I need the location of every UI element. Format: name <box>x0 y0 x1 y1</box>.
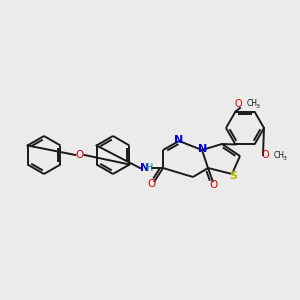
Text: N: N <box>174 135 184 145</box>
Text: O: O <box>234 99 242 109</box>
Text: 3: 3 <box>256 103 260 109</box>
Text: H: H <box>146 163 154 173</box>
Text: N: N <box>198 144 208 154</box>
Text: N: N <box>140 163 150 173</box>
Text: O: O <box>76 150 84 160</box>
Text: CH: CH <box>247 100 258 109</box>
Text: 3: 3 <box>283 155 287 160</box>
Text: O: O <box>148 179 156 189</box>
Text: O: O <box>261 150 269 160</box>
Text: S: S <box>229 171 237 181</box>
Text: O: O <box>210 180 218 190</box>
Text: CH: CH <box>274 152 285 160</box>
